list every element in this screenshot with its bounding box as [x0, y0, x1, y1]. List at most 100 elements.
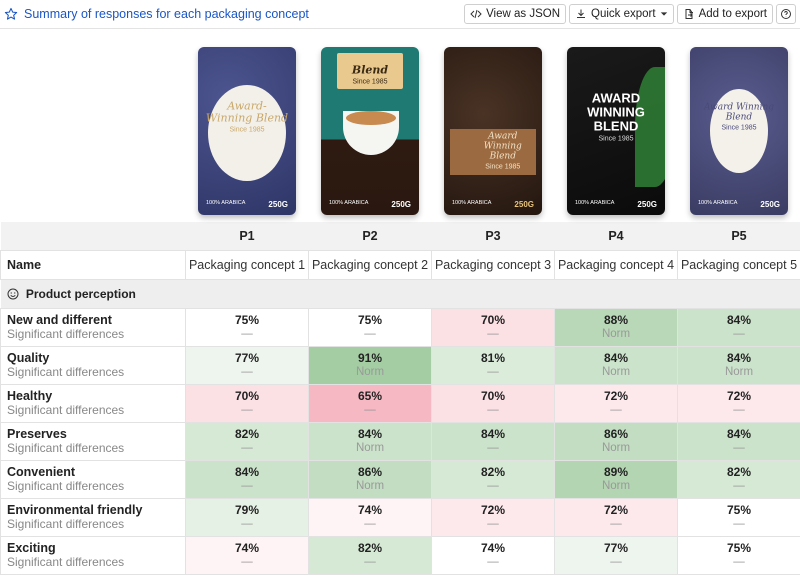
- metric-value: 82%: [726, 465, 752, 479]
- metric-value: 75%: [726, 541, 752, 555]
- metric-value: 70%: [480, 313, 506, 327]
- metric-significance: —: [241, 328, 253, 340]
- pack-image-p3[interactable]: Award Winning Blend Since 1985 100% ARAB…: [444, 46, 542, 215]
- pack-badge: AWARD WINNING BLEND Since 1985: [574, 90, 658, 143]
- pack-weight: 250G: [760, 199, 780, 209]
- metric-cell[interactable]: 70% —: [431, 383, 555, 423]
- column-header-blank: [0, 222, 186, 250]
- pack-weight: 250G: [637, 199, 657, 209]
- metric-cell[interactable]: 72% —: [554, 383, 678, 423]
- metric-cell[interactable]: 84% —: [677, 421, 800, 461]
- add-to-export-label: Add to export: [698, 8, 767, 20]
- pack-image-p4[interactable]: AWARD WINNING BLEND Since 1985 100% ARAB…: [567, 46, 665, 215]
- quick-export-button[interactable]: Quick export: [569, 4, 674, 24]
- metric-cell[interactable]: 84% —: [185, 459, 309, 499]
- metric-cell[interactable]: 72% —: [431, 497, 555, 537]
- metric-label-cell: Preserves Significant differences: [0, 421, 186, 461]
- section-header[interactable]: Product perception: [0, 279, 800, 308]
- metric-sub-label: Significant differences: [7, 403, 125, 417]
- pack-since: Since 1985: [485, 163, 521, 171]
- pack-title: Award Winning Blend: [483, 131, 522, 162]
- metric-cell[interactable]: 81% —: [431, 345, 555, 385]
- metric-cell[interactable]: 74% —: [431, 535, 555, 575]
- pack-image-p1[interactable]: Award-Winning Blend Since 1985 100% ARAB…: [198, 46, 296, 215]
- metric-significance: Norm: [724, 366, 754, 378]
- metric-cell[interactable]: 77% —: [185, 345, 309, 385]
- metric-cell[interactable]: 82% —: [308, 535, 432, 575]
- pack-weight: 250G: [391, 199, 411, 209]
- metric-label-cell: Healthy Significant differences: [0, 383, 186, 423]
- metric-cell[interactable]: 70% —: [185, 383, 309, 423]
- metric-cell[interactable]: 88% Norm: [554, 307, 678, 347]
- page-title: Summary of responses for each packaging …: [24, 7, 309, 21]
- metric-row: Preserves Significant differences 82% —84% N…: [0, 421, 800, 461]
- metric-sub-label: Significant differences: [7, 365, 125, 379]
- metric-cell[interactable]: 84% —: [431, 421, 555, 461]
- column-header-row: P1 P2 P3 P4 P5: [0, 222, 800, 250]
- metric-cell[interactable]: 72% —: [554, 497, 678, 537]
- pack-image-p5[interactable]: Award Winning Blend Since 1985 100% ARAB…: [690, 46, 788, 215]
- metric-cell[interactable]: 74% —: [185, 535, 309, 575]
- metric-significance: —: [733, 442, 745, 454]
- view-as-json-button[interactable]: View as JSON: [464, 4, 567, 24]
- metric-value: 77%: [234, 351, 260, 365]
- add-to-export-button[interactable]: Add to export: [676, 4, 773, 24]
- metric-cell[interactable]: 84% Norm: [554, 345, 678, 385]
- metric-cell[interactable]: 86% Norm: [554, 421, 678, 461]
- help-button[interactable]: [776, 4, 796, 24]
- metric-value: 70%: [234, 389, 260, 403]
- metric-sub-label: Significant differences: [7, 441, 125, 455]
- metric-cell[interactable]: 70% —: [431, 307, 555, 347]
- metric-cell[interactable]: 74% —: [308, 497, 432, 537]
- metric-cell[interactable]: 79% —: [185, 497, 309, 537]
- metric-cell[interactable]: 75% —: [677, 535, 800, 575]
- metric-cell[interactable]: 82% —: [185, 421, 309, 461]
- metric-row: Healthy Significant differences 70% —65% —70…: [0, 383, 800, 423]
- metric-cell[interactable]: 77% —: [554, 535, 678, 575]
- pack-badge: Blend Since 1985: [328, 64, 412, 86]
- metric-name: Environmental friendly: [7, 503, 143, 517]
- pack-cell-5: Award Winning Blend Since 1985 100% ARAB…: [678, 35, 800, 222]
- metric-value: 81%: [480, 351, 506, 365]
- quick-export-label: Quick export: [591, 8, 656, 20]
- pack-foot: 100% ARABICA 250G: [206, 200, 288, 209]
- metric-significance: —: [487, 328, 499, 340]
- metric-significance: —: [487, 480, 499, 492]
- metric-cell[interactable]: 82% —: [431, 459, 555, 499]
- metric-row: Quality Significant differences 77% —91% Nor…: [0, 345, 800, 385]
- metric-name: Convenient: [7, 465, 76, 479]
- metric-name: Healthy: [7, 389, 53, 403]
- image-row-label: [1, 35, 186, 222]
- metric-cell[interactable]: 91% Norm: [308, 345, 432, 385]
- file-export-icon: [683, 8, 695, 20]
- metric-cell[interactable]: 84% Norm: [308, 421, 432, 461]
- metric-cell[interactable]: 72% —: [677, 383, 800, 423]
- metric-cell[interactable]: 86% Norm: [308, 459, 432, 499]
- pack-title: Award-Winning Blend: [205, 99, 289, 125]
- star-icon[interactable]: [4, 7, 18, 21]
- metric-significance: Norm: [601, 366, 631, 378]
- metric-name: New and different: [7, 313, 112, 327]
- metric-sub-label: Significant differences: [7, 555, 125, 569]
- metric-significance: Norm: [601, 480, 631, 492]
- section-row[interactable]: Product perception: [0, 279, 800, 308]
- pack-title: AWARD WINNING BLEND: [587, 90, 645, 134]
- metric-cell[interactable]: 84% Norm: [677, 345, 800, 385]
- metric-significance: —: [610, 556, 622, 568]
- metric-cell[interactable]: 75% —: [308, 307, 432, 347]
- pack-fine: 100% ARABICA: [452, 199, 492, 206]
- pack-image-p2[interactable]: Blend Since 1985 100% ARABICA 250G: [321, 46, 419, 215]
- metric-cell[interactable]: 89% Norm: [554, 459, 678, 499]
- metric-cell[interactable]: 75% —: [677, 497, 800, 537]
- metric-cell[interactable]: 84% —: [677, 307, 800, 347]
- metric-cell[interactable]: 65% —: [308, 383, 432, 423]
- pack-cell-4: AWARD WINNING BLEND Since 1985 100% ARAB…: [555, 35, 678, 222]
- metric-significance: —: [733, 328, 745, 340]
- metric-cell[interactable]: 75% —: [185, 307, 309, 347]
- metric-value: 89%: [603, 465, 629, 479]
- metric-cell[interactable]: 82% —: [677, 459, 800, 499]
- metric-value: 82%: [480, 465, 506, 479]
- metric-significance: —: [364, 556, 376, 568]
- pack-foot: 100% ARABICA 250G: [329, 200, 411, 209]
- metric-value: 84%: [480, 427, 506, 441]
